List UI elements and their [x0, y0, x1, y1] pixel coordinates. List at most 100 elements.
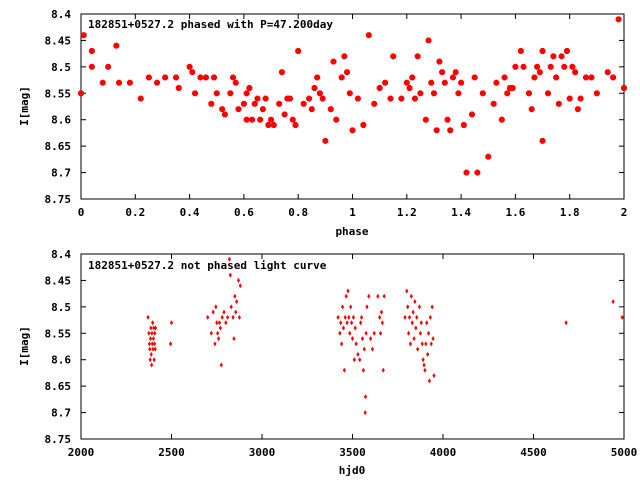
data-point — [577, 95, 584, 102]
x-tick-label: 2 — [621, 206, 628, 219]
data-point — [319, 95, 326, 102]
data-point — [429, 341, 433, 347]
data-point — [441, 79, 448, 86]
data-point — [574, 106, 581, 113]
data-point — [287, 95, 294, 102]
data-point — [418, 330, 422, 336]
y-tick-label: 8.55 — [45, 327, 72, 340]
data-point — [490, 100, 497, 107]
data-point — [295, 48, 302, 54]
data-point — [80, 32, 87, 39]
data-point — [148, 336, 153, 342]
data-point — [350, 336, 355, 342]
data-point — [354, 341, 358, 347]
data-point — [151, 336, 155, 342]
data-point — [553, 74, 560, 81]
data-point — [526, 90, 532, 97]
data-point — [217, 320, 222, 326]
data-point — [539, 137, 546, 144]
data-point — [152, 325, 156, 331]
data-point — [439, 69, 446, 76]
data-point — [257, 116, 264, 123]
data-point — [228, 272, 232, 278]
data-point — [148, 346, 152, 352]
data-point — [517, 48, 524, 54]
tick-group: 0 0.2 0.4 0.6 0.8 1 1.2 1.4 1.6 1.8 2 8.4 8.45 8.5 8.5… — [45, 8, 628, 219]
data-point — [154, 79, 160, 86]
data-point — [485, 153, 492, 160]
data-point — [387, 95, 394, 102]
data-point — [365, 304, 369, 310]
data-point — [398, 95, 405, 102]
data-point — [222, 309, 226, 315]
x-tick-label: 5000 — [611, 446, 638, 459]
data-point — [169, 320, 174, 326]
data-point — [444, 116, 451, 123]
data-point — [349, 127, 356, 134]
data-point — [216, 336, 221, 342]
data-point — [213, 90, 220, 97]
data-point — [168, 341, 173, 347]
data-point — [262, 95, 269, 102]
x-tick-label: 2500 — [158, 446, 185, 459]
data-point — [479, 90, 486, 97]
data-point — [428, 79, 435, 86]
data-point — [370, 346, 375, 352]
data-point — [340, 341, 344, 347]
data-point — [246, 85, 253, 91]
y-axis-label: I[mag] — [18, 86, 31, 126]
data-point — [186, 63, 193, 70]
data-point — [249, 116, 255, 123]
data-point — [588, 74, 595, 81]
y-tick-label: 8.45 — [45, 34, 72, 47]
data-point — [512, 63, 519, 70]
data-point — [410, 320, 414, 326]
data-point — [345, 320, 349, 326]
tick-group: 2000 2500 3000 3500 4000 4500 5000 8.4 8.45 8.5 8.… — [45, 248, 638, 459]
data-point — [430, 90, 437, 97]
data-point — [151, 320, 155, 326]
data-point — [378, 330, 383, 336]
data-point — [409, 74, 416, 81]
data-point — [99, 79, 106, 86]
data-point — [354, 95, 361, 102]
data-point — [234, 309, 238, 315]
data-point — [230, 74, 236, 81]
data-point — [265, 122, 272, 128]
data-point — [412, 336, 416, 342]
data-point — [433, 127, 440, 134]
data-point — [215, 320, 219, 326]
data-point — [237, 314, 241, 320]
y-tick-label: 8.4 — [51, 248, 71, 261]
data-point — [380, 320, 384, 326]
data-point — [360, 336, 365, 342]
data-point — [254, 95, 261, 102]
y-tick-label: 8.7 — [51, 167, 71, 180]
data-point — [232, 336, 236, 342]
data-point — [428, 314, 432, 320]
data-point — [547, 63, 554, 70]
data-point — [422, 362, 426, 368]
data-point — [214, 304, 218, 310]
data-point — [208, 100, 215, 107]
data-point — [347, 314, 351, 320]
data-point — [498, 116, 505, 123]
y-tick-label: 8.45 — [45, 274, 72, 287]
data-point — [243, 116, 250, 123]
data-point — [593, 90, 600, 97]
data-point — [218, 325, 222, 331]
data-point — [213, 341, 217, 347]
data-point — [409, 293, 413, 299]
data-point — [610, 74, 617, 81]
data-point — [534, 63, 541, 70]
data-point — [561, 63, 568, 70]
data-point — [147, 330, 151, 336]
data-point — [219, 362, 223, 368]
y-tick-label: 8.5 — [51, 61, 71, 74]
y-tick-label: 8.7 — [51, 407, 71, 420]
data-point — [463, 169, 470, 176]
data-point — [175, 85, 182, 91]
data-point — [356, 351, 360, 357]
data-point — [403, 314, 407, 320]
data-point — [333, 116, 340, 123]
